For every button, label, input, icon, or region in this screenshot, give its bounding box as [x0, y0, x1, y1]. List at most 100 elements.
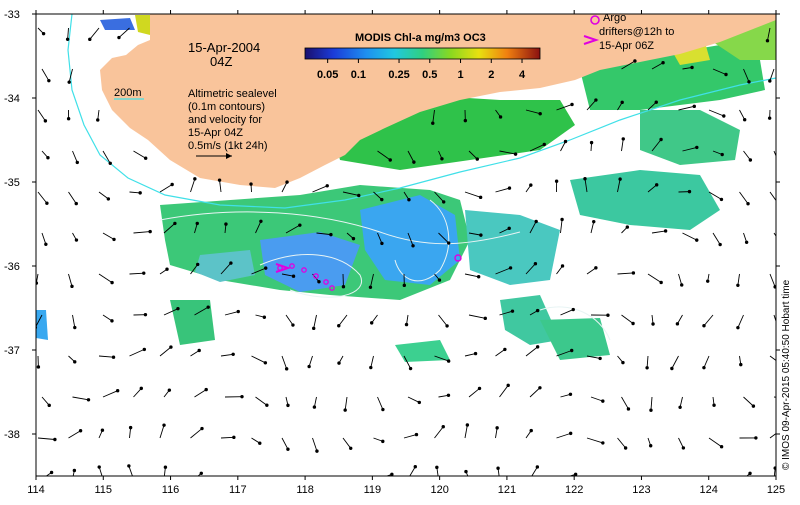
velocity-arrow-head [249, 182, 252, 185]
velocity-arrow-head [204, 388, 207, 391]
velocity-arrow-head [560, 218, 563, 221]
velocity-arrow-head [73, 469, 76, 472]
velocity-arrow-head [229, 261, 232, 264]
velocity-arrow-head [659, 281, 662, 284]
velocity-arrow-head [695, 238, 698, 241]
velocity-arrow-head [418, 401, 421, 404]
velocity-arrow-head [45, 202, 48, 205]
velocity-arrow-head [438, 278, 441, 281]
velocity-arrow [713, 478, 728, 479]
velocity-arrow-head [464, 470, 467, 473]
colorbar-tick-label: 0.05 [317, 69, 338, 81]
velocity-arrow-head [48, 404, 51, 407]
velocity-arrow-head [724, 73, 727, 76]
velocity-arrow-head [690, 66, 693, 69]
velocity-arrow-head [746, 202, 749, 205]
lon-tick-label: 118 [296, 484, 314, 496]
velocity-arrow-head [129, 426, 132, 429]
svg-text:15-Apr 06Z: 15-Apr 06Z [599, 40, 654, 52]
velocity-arrow-head [237, 310, 240, 313]
velocity-arrow-head [651, 322, 654, 325]
velocity-arrow-head [168, 388, 171, 391]
velocity-arrow-head [601, 399, 604, 402]
velocity-arrow-head [169, 345, 172, 348]
velocity-arrow-head [536, 465, 539, 468]
velocity-arrow-head [265, 404, 268, 407]
velocity-arrow-head [739, 363, 742, 366]
velocity-arrow-head [688, 190, 691, 193]
velocity-arrow-head [76, 161, 79, 164]
velocity-arrow-head [736, 326, 739, 329]
velocity-arrow-head [495, 426, 498, 429]
velocity-arrow-head [165, 268, 168, 271]
velocity-arrow-head [649, 409, 652, 412]
velocity-arrow-head [479, 233, 482, 236]
velocity-arrow-head [574, 473, 577, 476]
velocity-arrow-head [768, 116, 771, 119]
lon-tick-label: 122 [565, 484, 583, 496]
velocity-arrow-head [75, 238, 78, 241]
velocity-arrow-head [326, 184, 329, 187]
lon-tick-label: 116 [162, 484, 180, 496]
velocity-arrow-head [655, 100, 658, 103]
velocity-arrow-head [144, 157, 147, 160]
velocity-arrow-head [706, 279, 709, 282]
lat-tick-label: -38 [4, 429, 20, 441]
velocity-arrow-head [660, 487, 663, 490]
velocity-arrow-head [144, 313, 147, 316]
velocity-arrow-head [403, 284, 406, 287]
velocity-arrow-head [749, 158, 752, 161]
velocity-arrow-head [499, 115, 502, 118]
velocity-arrow-head [720, 445, 723, 448]
velocity-arrow-head [285, 367, 288, 370]
velocity-arrow-head [407, 198, 410, 201]
velocity-arrow-head [369, 286, 372, 289]
velocity-arrow [256, 479, 270, 486]
velocity-arrow-head [292, 275, 295, 278]
velocity-arrow-head [676, 322, 679, 325]
velocity-arrow-head [405, 323, 408, 326]
velocity-arrow-head [67, 80, 70, 83]
velocity-arrow-head [197, 349, 200, 352]
lat-tick-label: -34 [4, 93, 20, 105]
velocity-arrow-head [484, 317, 487, 320]
velocity-arrow-head [317, 280, 320, 283]
velocity-arrow-head [411, 244, 414, 247]
velocity-arrow-head [695, 485, 698, 488]
velocity-arrow-head [564, 140, 567, 143]
velocity-arrow-head [87, 398, 90, 401]
velocity-arrow [225, 478, 238, 479]
velocity-arrow-head [415, 433, 418, 436]
velocity-arrow-head [34, 326, 37, 329]
velocity-arrow-head [313, 405, 316, 408]
velocity-arrow-head [659, 138, 662, 141]
velocity-arrow-head [766, 39, 769, 42]
velocity-arrow-head [312, 327, 315, 330]
velocity-arrow-head [627, 407, 630, 410]
velocity-arrow-head [622, 137, 625, 140]
velocity-arrow-head [116, 389, 119, 392]
velocity-arrow-head [447, 241, 450, 244]
velocity-arrow-head [601, 441, 604, 444]
velocity-arrow-head [298, 223, 301, 226]
velocity-arrow-head [592, 220, 595, 223]
velocity-arrow-head [511, 309, 514, 312]
velocity-arrow-head [627, 484, 630, 487]
velocity-arrow-head [409, 367, 412, 370]
lon-tick-label: 117 [229, 484, 247, 496]
velocity-arrow-head [664, 229, 667, 232]
velocity-arrow-head [258, 441, 261, 444]
velocity-arrow-head [176, 307, 179, 310]
velocity-arrow-head [569, 393, 572, 396]
velocity-arrow-head [570, 349, 573, 352]
lon-tick-label: 125 [767, 484, 785, 496]
velocity-arrow-head [162, 423, 165, 426]
lat-tick-label: -37 [4, 345, 20, 357]
isobath-legend-label: 200m [114, 87, 142, 99]
velocity-arrow-head [601, 481, 604, 484]
velocity-arrow-head [349, 447, 352, 450]
velocity-arrow-head [479, 196, 482, 199]
velocity-arrow-head [240, 395, 243, 398]
velocity-arrow-head [745, 241, 748, 244]
velocity-arrow-head [478, 387, 481, 390]
